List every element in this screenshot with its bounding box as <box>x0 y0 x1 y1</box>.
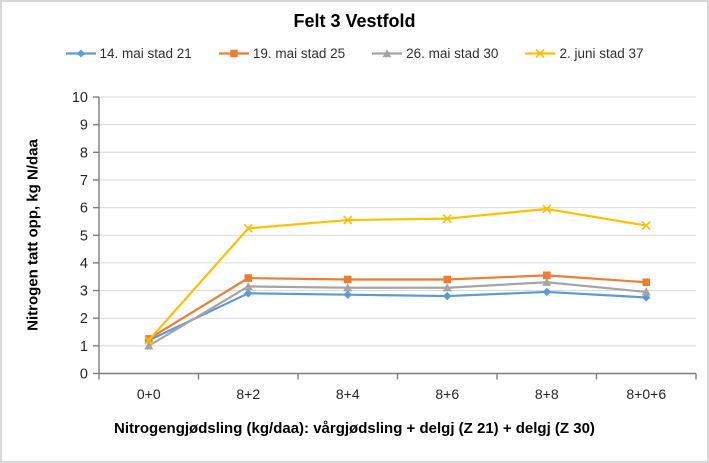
legend-label: 19. mai stad 25 <box>252 46 346 61</box>
y-tick-label: 7 <box>80 173 88 189</box>
legend-item: 26. mai stad 30 <box>372 46 498 61</box>
y-tick-label: 6 <box>80 201 88 217</box>
data-point-marker <box>443 275 452 284</box>
chart-title: Felt 3 Vestfold <box>293 11 416 31</box>
data-point-marker <box>542 277 552 286</box>
x-tick-label: 0+0 <box>137 386 161 402</box>
data-point-marker <box>244 274 253 282</box>
legend-marker-icon <box>525 48 556 59</box>
legend-item: 2. juni stad 37 <box>525 46 644 61</box>
legend-item: 14. mai stad 21 <box>65 46 192 61</box>
x-tick-label: 8+8 <box>535 386 559 402</box>
legend-marker-icon <box>372 49 403 58</box>
data-point-marker <box>343 215 353 225</box>
y-tick-label: 8 <box>80 145 88 161</box>
data-point-marker <box>442 214 452 224</box>
legend: 14. mai stad 21 19. mai stad 25 26. mai st… <box>2 46 707 61</box>
data-point-marker <box>443 291 452 301</box>
x-tick-label: 8+6 <box>435 386 459 402</box>
data-point-marker <box>642 278 651 287</box>
data-point-marker <box>343 283 353 292</box>
legend-label: 14. mai stad 21 <box>99 46 192 61</box>
y-tick-label: 2 <box>80 311 88 327</box>
series-line <box>147 274 648 341</box>
data-point-marker <box>243 223 253 233</box>
x-tick-label: 8+0+6 <box>626 386 666 402</box>
y-tick-label: 10 <box>72 90 88 106</box>
data-point-marker <box>144 335 154 345</box>
y-tick-label: 0 <box>80 367 88 383</box>
x-tick-label: 8+4 <box>336 386 360 402</box>
legend-marker-icon <box>65 49 96 58</box>
legend-item: 19. mai stad 25 <box>218 46 346 61</box>
data-point-marker <box>641 287 651 296</box>
data-point-marker <box>343 290 352 299</box>
x-tick-label: 8+2 <box>236 386 260 402</box>
data-point-marker <box>244 289 253 298</box>
data-point-marker <box>542 271 551 280</box>
y-tick-label: 5 <box>80 228 88 244</box>
series-line <box>147 290 648 342</box>
data-point-marker <box>144 341 154 350</box>
data-point-marker <box>542 287 551 297</box>
legend-label: 26. mai stad 30 <box>406 46 499 61</box>
series-line <box>147 281 648 347</box>
data-point-marker <box>442 283 452 292</box>
data-point-marker <box>641 221 651 231</box>
y-tick-label: 9 <box>80 118 88 134</box>
y-tick-label: 1 <box>80 339 88 355</box>
legend-marker-icon <box>218 49 249 58</box>
series-line <box>147 207 648 342</box>
y-axis-title: Nitrogen tatt opp, kg N/daa <box>24 139 42 331</box>
data-point-marker <box>243 282 253 291</box>
data-point-marker <box>542 204 552 214</box>
data-point-marker <box>343 275 352 284</box>
legend-label: 2. juni stad 37 <box>559 46 644 61</box>
y-tick-label: 3 <box>80 284 88 300</box>
y-tick-label: 4 <box>80 256 88 272</box>
x-axis-title: Nitrogengjødsling (kg/daa): vårgjødsling… <box>114 420 595 437</box>
